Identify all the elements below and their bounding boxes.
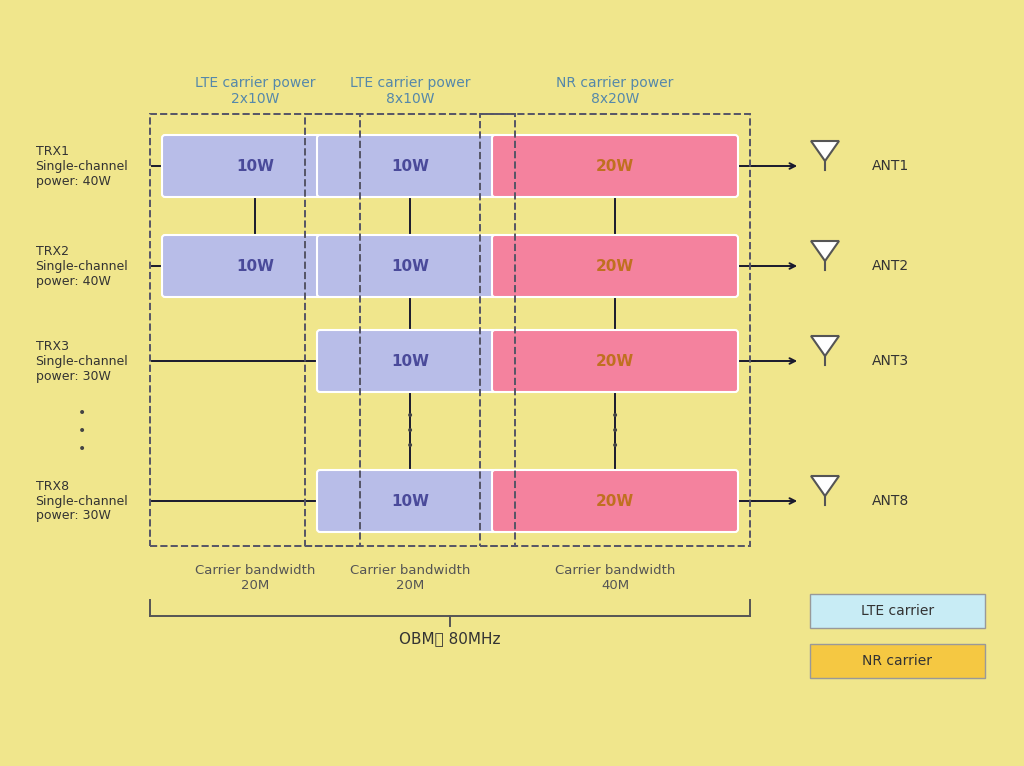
Text: 20W: 20W (596, 159, 634, 174)
Text: Carrier bandwidth
20M: Carrier bandwidth 20M (350, 564, 470, 592)
Text: ANT1: ANT1 (872, 159, 909, 173)
Text: ANT8: ANT8 (872, 494, 909, 508)
Text: 10W: 10W (236, 159, 274, 174)
Text: •: • (611, 439, 620, 453)
Text: •: • (406, 409, 414, 423)
FancyBboxPatch shape (810, 644, 985, 678)
Bar (480, 114, 750, 546)
Text: Carrier bandwidth
40M: Carrier bandwidth 40M (555, 564, 675, 592)
FancyBboxPatch shape (162, 235, 348, 297)
Text: OBM： 80MHz: OBM： 80MHz (399, 631, 501, 647)
Text: 10W: 10W (236, 258, 274, 273)
Text: •: • (611, 424, 620, 438)
Text: •: • (611, 409, 620, 423)
Text: •: • (406, 439, 414, 453)
Text: 20W: 20W (596, 258, 634, 273)
Text: 10W: 10W (391, 159, 429, 174)
Text: •: • (78, 424, 86, 438)
FancyBboxPatch shape (317, 470, 503, 532)
Text: •: • (78, 442, 86, 456)
Text: TRX2
Single-channel
power: 40W: TRX2 Single-channel power: 40W (36, 244, 128, 287)
Polygon shape (811, 476, 839, 496)
Polygon shape (811, 141, 839, 161)
Text: NR carrier power
8x20W: NR carrier power 8x20W (556, 76, 674, 106)
FancyBboxPatch shape (492, 135, 738, 197)
FancyBboxPatch shape (492, 470, 738, 532)
FancyBboxPatch shape (492, 235, 738, 297)
FancyBboxPatch shape (810, 594, 985, 628)
FancyBboxPatch shape (317, 330, 503, 392)
FancyBboxPatch shape (317, 135, 503, 197)
Text: TRX8
Single-channel
power: 30W: TRX8 Single-channel power: 30W (36, 480, 128, 522)
FancyBboxPatch shape (162, 135, 348, 197)
Text: •: • (406, 424, 414, 438)
Bar (305, 114, 515, 546)
Text: Carrier bandwidth
20M: Carrier bandwidth 20M (195, 564, 315, 592)
Text: TRX3
Single-channel
power: 30W: TRX3 Single-channel power: 30W (36, 339, 128, 382)
Text: NR carrier: NR carrier (862, 654, 933, 668)
Text: TRX1
Single-channel
power: 40W: TRX1 Single-channel power: 40W (36, 145, 128, 188)
Text: ANT3: ANT3 (872, 354, 909, 368)
Text: LTE carrier: LTE carrier (861, 604, 934, 618)
Text: 20W: 20W (596, 353, 634, 368)
Text: ANT2: ANT2 (872, 259, 909, 273)
FancyBboxPatch shape (492, 330, 738, 392)
Text: LTE carrier power
8x10W: LTE carrier power 8x10W (350, 76, 470, 106)
Bar (150, 114, 360, 546)
Text: 10W: 10W (391, 493, 429, 509)
Polygon shape (811, 336, 839, 356)
Text: 10W: 10W (391, 353, 429, 368)
Text: 20W: 20W (596, 493, 634, 509)
Polygon shape (811, 241, 839, 261)
Text: •: • (78, 406, 86, 420)
Text: 10W: 10W (391, 258, 429, 273)
Text: LTE carrier power
2x10W: LTE carrier power 2x10W (195, 76, 315, 106)
FancyBboxPatch shape (317, 235, 503, 297)
